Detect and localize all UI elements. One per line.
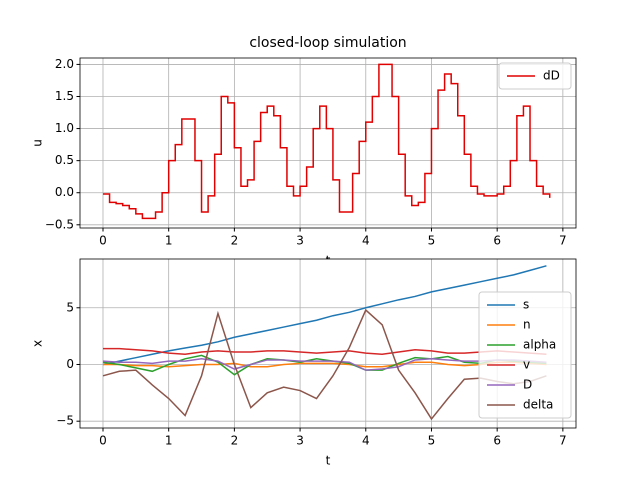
legend-box: [478, 291, 572, 419]
series-line: [102, 265, 547, 366]
series-line: [102, 347, 547, 356]
y-axis-label: x: [31, 340, 45, 347]
x-tick-label: 6: [493, 434, 501, 448]
x-tick-label: 2: [231, 234, 239, 248]
legend-label: delta: [523, 398, 553, 412]
axes-frame: [79, 57, 577, 229]
x-tick-label: 5: [428, 434, 436, 448]
y-tick-label: −5: [56, 414, 74, 428]
chart-title: closed-loop simulation: [249, 35, 406, 51]
x-tick-label: 2: [231, 434, 239, 448]
x-tick-label: 3: [296, 434, 304, 448]
legend-label: alpha: [523, 338, 556, 352]
x-tick-label: 4: [362, 434, 370, 448]
y-tick-label: 5: [66, 300, 74, 314]
x-tick-label: 7: [559, 234, 567, 248]
y-tick-label: 1.0: [55, 121, 74, 135]
series-line: [102, 308, 547, 421]
x-tick-label: 0: [99, 234, 107, 248]
x-tick-label: 4: [362, 234, 370, 248]
y-tick-label: 0.0: [55, 185, 74, 199]
x-axis-label: t: [326, 454, 331, 468]
x-tick-label: 1: [165, 434, 173, 448]
x-tick-label: 7: [559, 434, 567, 448]
y-tick-label: 2.0: [55, 57, 74, 71]
legend-label: dD: [543, 69, 560, 83]
y-axis-label: u: [31, 139, 45, 147]
x-tick-label: 5: [428, 234, 436, 248]
legend-label: s: [523, 298, 529, 312]
legend-label: D: [523, 378, 532, 392]
series-line: [102, 358, 547, 371]
x-tick-label: 0: [99, 434, 107, 448]
y-tick-label: 0.5: [55, 153, 74, 167]
x-tick-label: 1: [165, 234, 173, 248]
y-tick-label: 1.5: [55, 89, 74, 103]
legend-label: v: [523, 358, 530, 372]
x-tick-label: 3: [296, 234, 304, 248]
y-tick-label: 0: [66, 357, 74, 371]
series-line: [102, 63, 551, 220]
series-line: [102, 361, 547, 368]
axes-frame: [79, 258, 577, 429]
x-tick-label: 6: [493, 234, 501, 248]
y-tick-label: −0.5: [45, 217, 74, 231]
legend-label: n: [523, 318, 531, 332]
